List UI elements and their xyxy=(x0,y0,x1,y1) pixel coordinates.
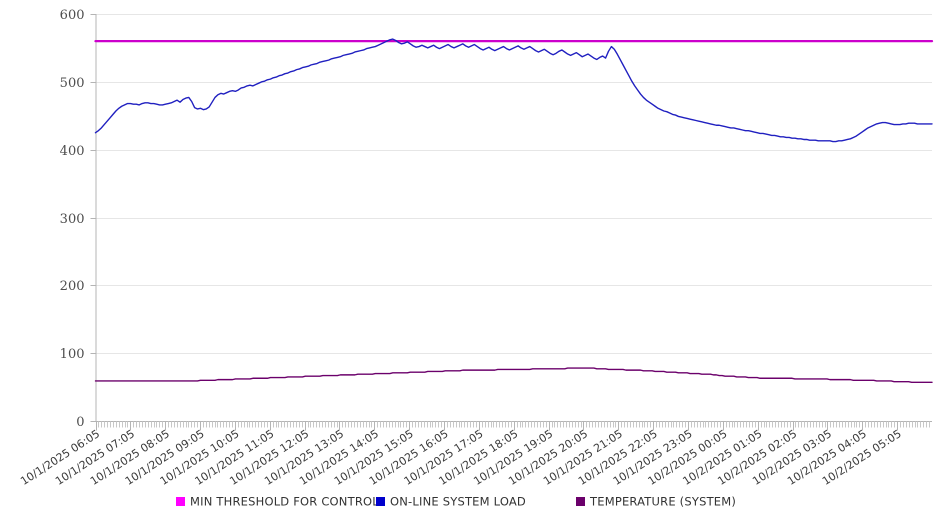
legend-swatch xyxy=(576,497,585,506)
legend-label: ON-LINE SYSTEM LOAD xyxy=(390,495,526,509)
y-tick-label: 400 xyxy=(60,144,85,159)
y-tick-label: 600 xyxy=(60,8,85,23)
legend-label: MIN THRESHOLD FOR CONTROL xyxy=(190,495,379,509)
legend-swatch xyxy=(176,497,185,506)
y-axis: 0 100 200 300 400 500 600 xyxy=(60,8,97,430)
series-line xyxy=(94,38,933,143)
y-tick-label: 500 xyxy=(60,76,85,91)
data-series xyxy=(94,38,934,384)
chart-legend: MIN THRESHOLD FOR CONTROL ON-LINE SYSTEM … xyxy=(176,495,736,509)
y-tick-label: 200 xyxy=(60,279,85,294)
legend-swatch xyxy=(376,497,385,506)
y-tick-label: 100 xyxy=(60,347,85,362)
x-axis xyxy=(95,421,932,431)
legend-label: TEMPERATURE (SYSTEM) xyxy=(589,495,736,509)
gridlines xyxy=(95,14,932,354)
y-tick-label: 300 xyxy=(60,212,85,227)
series-line xyxy=(94,367,933,384)
y-tick-label: 0 xyxy=(76,415,84,430)
